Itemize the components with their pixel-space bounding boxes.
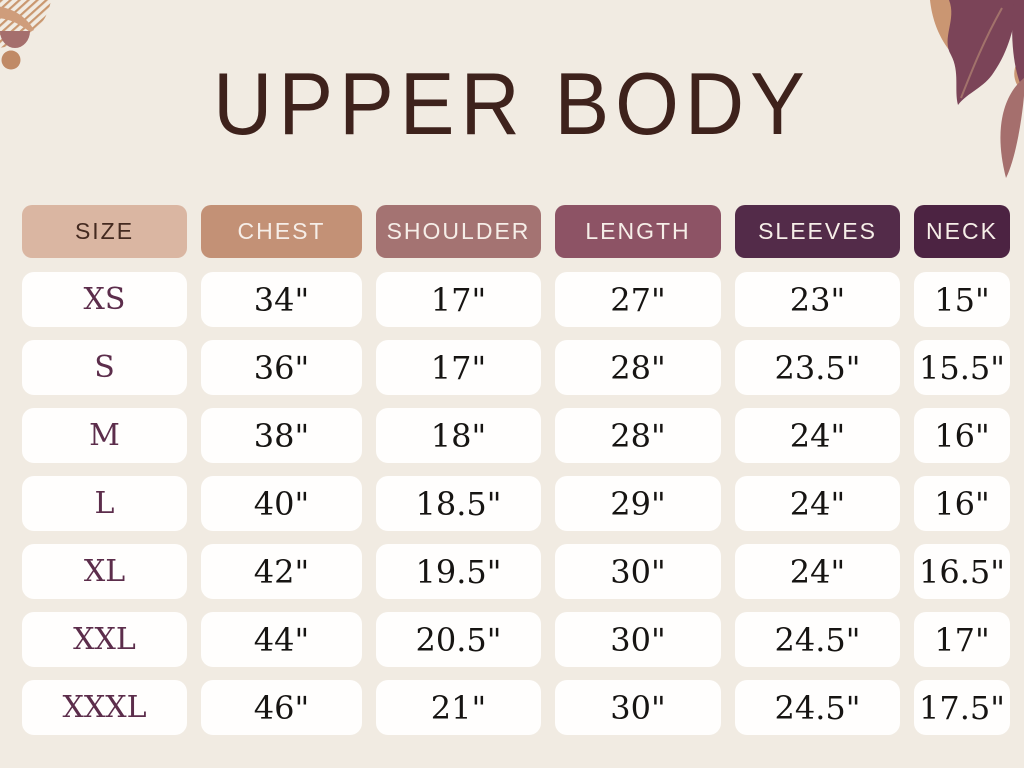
neck-value: 16"	[914, 476, 1010, 531]
shoulder-value: 21"	[376, 680, 541, 735]
neck-value: 15.5"	[914, 340, 1010, 395]
size-label: L	[22, 476, 187, 531]
table-header-row: SIZE CHEST SHOULDER LENGTH SLEEVES NECK	[22, 205, 1012, 258]
sleeves-value: 24.5"	[735, 612, 900, 667]
striped-fan-shape	[0, 0, 52, 48]
size-label: S	[22, 340, 187, 395]
chest-value: 40"	[201, 476, 362, 531]
neck-value: 17.5"	[914, 680, 1010, 735]
tan-crescent-shape	[0, 6, 34, 32]
neck-value: 16"	[914, 408, 1010, 463]
shoulder-value: 19.5"	[376, 544, 541, 599]
column-header-length: LENGTH	[555, 205, 721, 258]
column-header-neck: NECK	[914, 205, 1010, 258]
neck-value: 15"	[914, 272, 1010, 327]
column-header-size: SIZE	[22, 205, 187, 258]
size-label: XXL	[22, 612, 187, 667]
sleeves-value: 24"	[735, 544, 900, 599]
rose-half-dome-shape	[0, 31, 30, 48]
neck-value: 16.5"	[914, 544, 1010, 599]
chest-value: 34"	[201, 272, 362, 327]
length-value: 30"	[555, 612, 721, 667]
sleeves-value: 23"	[735, 272, 900, 327]
size-label: XS	[22, 272, 187, 327]
chest-value: 38"	[201, 408, 362, 463]
chest-value: 36"	[201, 340, 362, 395]
size-label: M	[22, 408, 187, 463]
size-label: XL	[22, 544, 187, 599]
chest-value: 44"	[201, 612, 362, 667]
shoulder-value: 17"	[376, 272, 541, 327]
length-value: 27"	[555, 272, 721, 327]
chest-value: 42"	[201, 544, 362, 599]
shoulder-value: 17"	[376, 340, 541, 395]
column-header-sleeves: SLEEVES	[735, 205, 900, 258]
chest-value: 46"	[201, 680, 362, 735]
page-title: UPPER BODY	[213, 55, 811, 154]
length-value: 30"	[555, 680, 721, 735]
size-label: XXXL	[22, 680, 187, 735]
column-header-chest: CHEST	[201, 205, 362, 258]
sleeves-value: 24"	[735, 476, 900, 531]
length-value: 29"	[555, 476, 721, 531]
shoulder-value: 20.5"	[376, 612, 541, 667]
size-chart-table: SIZE CHEST SHOULDER LENGTH SLEEVES NECK …	[22, 205, 1012, 735]
sleeves-value: 24.5"	[735, 680, 900, 735]
sleeves-value: 23.5"	[735, 340, 900, 395]
length-value: 28"	[555, 408, 721, 463]
table-body: XS 34" 17" 27" 23" 15" S 36" 17" 28" 23.…	[22, 272, 1012, 735]
length-value: 30"	[555, 544, 721, 599]
column-header-shoulder: SHOULDER	[376, 205, 541, 258]
shoulder-value: 18.5"	[376, 476, 541, 531]
neck-value: 17"	[914, 612, 1010, 667]
length-value: 28"	[555, 340, 721, 395]
sleeves-value: 24"	[735, 408, 900, 463]
shoulder-value: 18"	[376, 408, 541, 463]
